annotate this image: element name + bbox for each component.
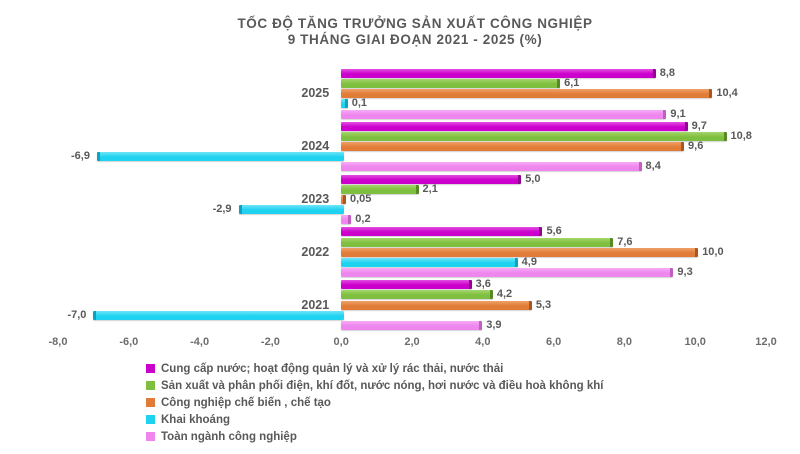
x-axis: -8,0 -6,0 -4,0 -2,0 0,0 2,0 4,0 6,0 8,0 10,0 12,0 — [0, 336, 800, 352]
legend-item-electricity: Sản xuất và phân phối điện, khí đốt, nướ… — [146, 377, 603, 394]
bar-value-label: 5,0 — [525, 172, 541, 185]
bar — [341, 290, 493, 300]
category-label-2024: 2024 — [301, 139, 330, 154]
bar — [341, 174, 522, 184]
legend-item-mining: Khai khoáng — [146, 411, 603, 428]
bar — [341, 247, 699, 257]
bar — [341, 131, 727, 141]
bar — [341, 215, 352, 225]
x-tick-label: -8,0 — [48, 336, 68, 348]
bar — [341, 79, 561, 89]
bar-value-label: -7,0 — [67, 308, 87, 321]
bar — [341, 142, 685, 152]
chart-title-line1: TỐC ĐỘ TĂNG TRƯỞNG SẢN XUẤT CÔNG NGHIỆP — [237, 16, 593, 31]
legend-swatch-electricity — [146, 381, 155, 390]
x-tick-label: 8,0 — [616, 336, 633, 348]
bar-value-label: 0,1 — [351, 97, 368, 110]
bar-value-label: 3,6 — [475, 278, 491, 291]
bar — [341, 121, 688, 131]
bar-value-label: 8,4 — [645, 160, 661, 173]
bar — [341, 257, 518, 267]
legend-swatch-whole-industry — [146, 432, 155, 441]
bar — [341, 99, 348, 109]
x-tick-label: 0,0 — [333, 336, 349, 348]
x-tick-label: 10,0 — [684, 336, 706, 348]
chart-title-line2: 9 THÁNG GIAI ĐOẠN 2021 - 2025 (%) — [287, 32, 543, 47]
bar-value-label: 10,8 — [730, 129, 752, 142]
plot-area: 2025 8,8 6,1 10,4 0,1 9,1 2024 9,7 10,8 9,6 -6,9 8,… — [0, 67, 800, 332]
bar — [341, 300, 532, 310]
bar-value-label: 5,6 — [546, 225, 562, 238]
bar-value-label: 10,0 — [702, 245, 724, 258]
legend-swatch-manufacturing — [146, 398, 155, 407]
x-tick-label: -6,0 — [119, 336, 139, 348]
bar-value-label: 6,1 — [564, 77, 580, 90]
bar — [341, 227, 543, 237]
bar — [341, 268, 674, 278]
x-tick-label: 6,0 — [545, 336, 562, 348]
legend-item-whole-industry: Toàn ngành công nghiệp — [146, 428, 603, 445]
legend-swatch-mining — [146, 415, 155, 424]
bar-value-label: 7,6 — [617, 235, 633, 248]
bar — [341, 69, 656, 78]
bar-value-label: 0,2 — [355, 213, 371, 226]
category-label-2022: 2022 — [301, 244, 330, 259]
bar-value-label: 9,7 — [691, 119, 707, 132]
x-tick-label: 2,0 — [404, 336, 420, 348]
bar-value-label: 10,4 — [716, 87, 738, 100]
x-tick-label: -4,0 — [190, 336, 210, 348]
chart-title: TỐC ĐỘ TĂNG TRƯỞNG SẢN XUẤT CÔNG NGHIỆP … — [40, 16, 790, 48]
bar — [341, 109, 667, 119]
bar — [341, 184, 419, 194]
bar-value-label: 9,1 — [670, 107, 686, 120]
category-label-2021: 2021 — [301, 297, 330, 312]
x-tick-label: -2,0 — [260, 336, 280, 348]
legend: Cung cấp nước; hoạt động quản lý và xử l… — [146, 360, 603, 445]
bar-value-label: 5,3 — [535, 298, 552, 311]
bar-value-label: 9,3 — [677, 266, 693, 279]
bar-value-label: -2,9 — [212, 203, 232, 216]
category-label-2023: 2023 — [301, 192, 330, 206]
bar — [341, 280, 472, 290]
legend-label: Cung cấp nước; hoạt động quản lý và xử l… — [161, 362, 504, 375]
bar — [93, 310, 345, 320]
bar-value-label: 9,6 — [688, 140, 704, 153]
bar — [341, 194, 347, 204]
bar — [96, 152, 345, 162]
legend-swatch-water-supply — [146, 364, 155, 373]
bar — [341, 89, 713, 99]
legend-label: Công nghiệp chế biến , chế tạo — [161, 396, 331, 409]
bar — [341, 162, 642, 172]
legend-label: Sản xuất và phân phối điện, khí đốt, nướ… — [161, 379, 604, 392]
bar-value-label: 0,05 — [349, 192, 372, 205]
bar-value-label: 2,1 — [422, 182, 438, 195]
x-tick-label: 4,0 — [475, 336, 491, 348]
bar-value-label: 4,2 — [496, 288, 513, 301]
legend-item-manufacturing: Công nghiệp chế biến , chế tạo — [146, 394, 603, 411]
x-tick-label: 12,0 — [755, 336, 777, 348]
bar — [341, 320, 483, 330]
bar — [238, 205, 345, 215]
bar — [341, 237, 614, 247]
bar-value-label: 4,9 — [521, 255, 537, 268]
legend-item-water-supply: Cung cấp nước; hoạt động quản lý và xử l… — [146, 360, 603, 377]
category-label-2025: 2025 — [301, 86, 330, 101]
bar-value-label: 8,8 — [659, 67, 676, 79]
legend-label: Toàn ngành công nghiệp — [161, 430, 297, 443]
legend-label: Khai khoáng — [161, 413, 231, 426]
bar-value-label: 3,9 — [486, 318, 502, 331]
bar-value-label: -6,9 — [70, 150, 90, 163]
